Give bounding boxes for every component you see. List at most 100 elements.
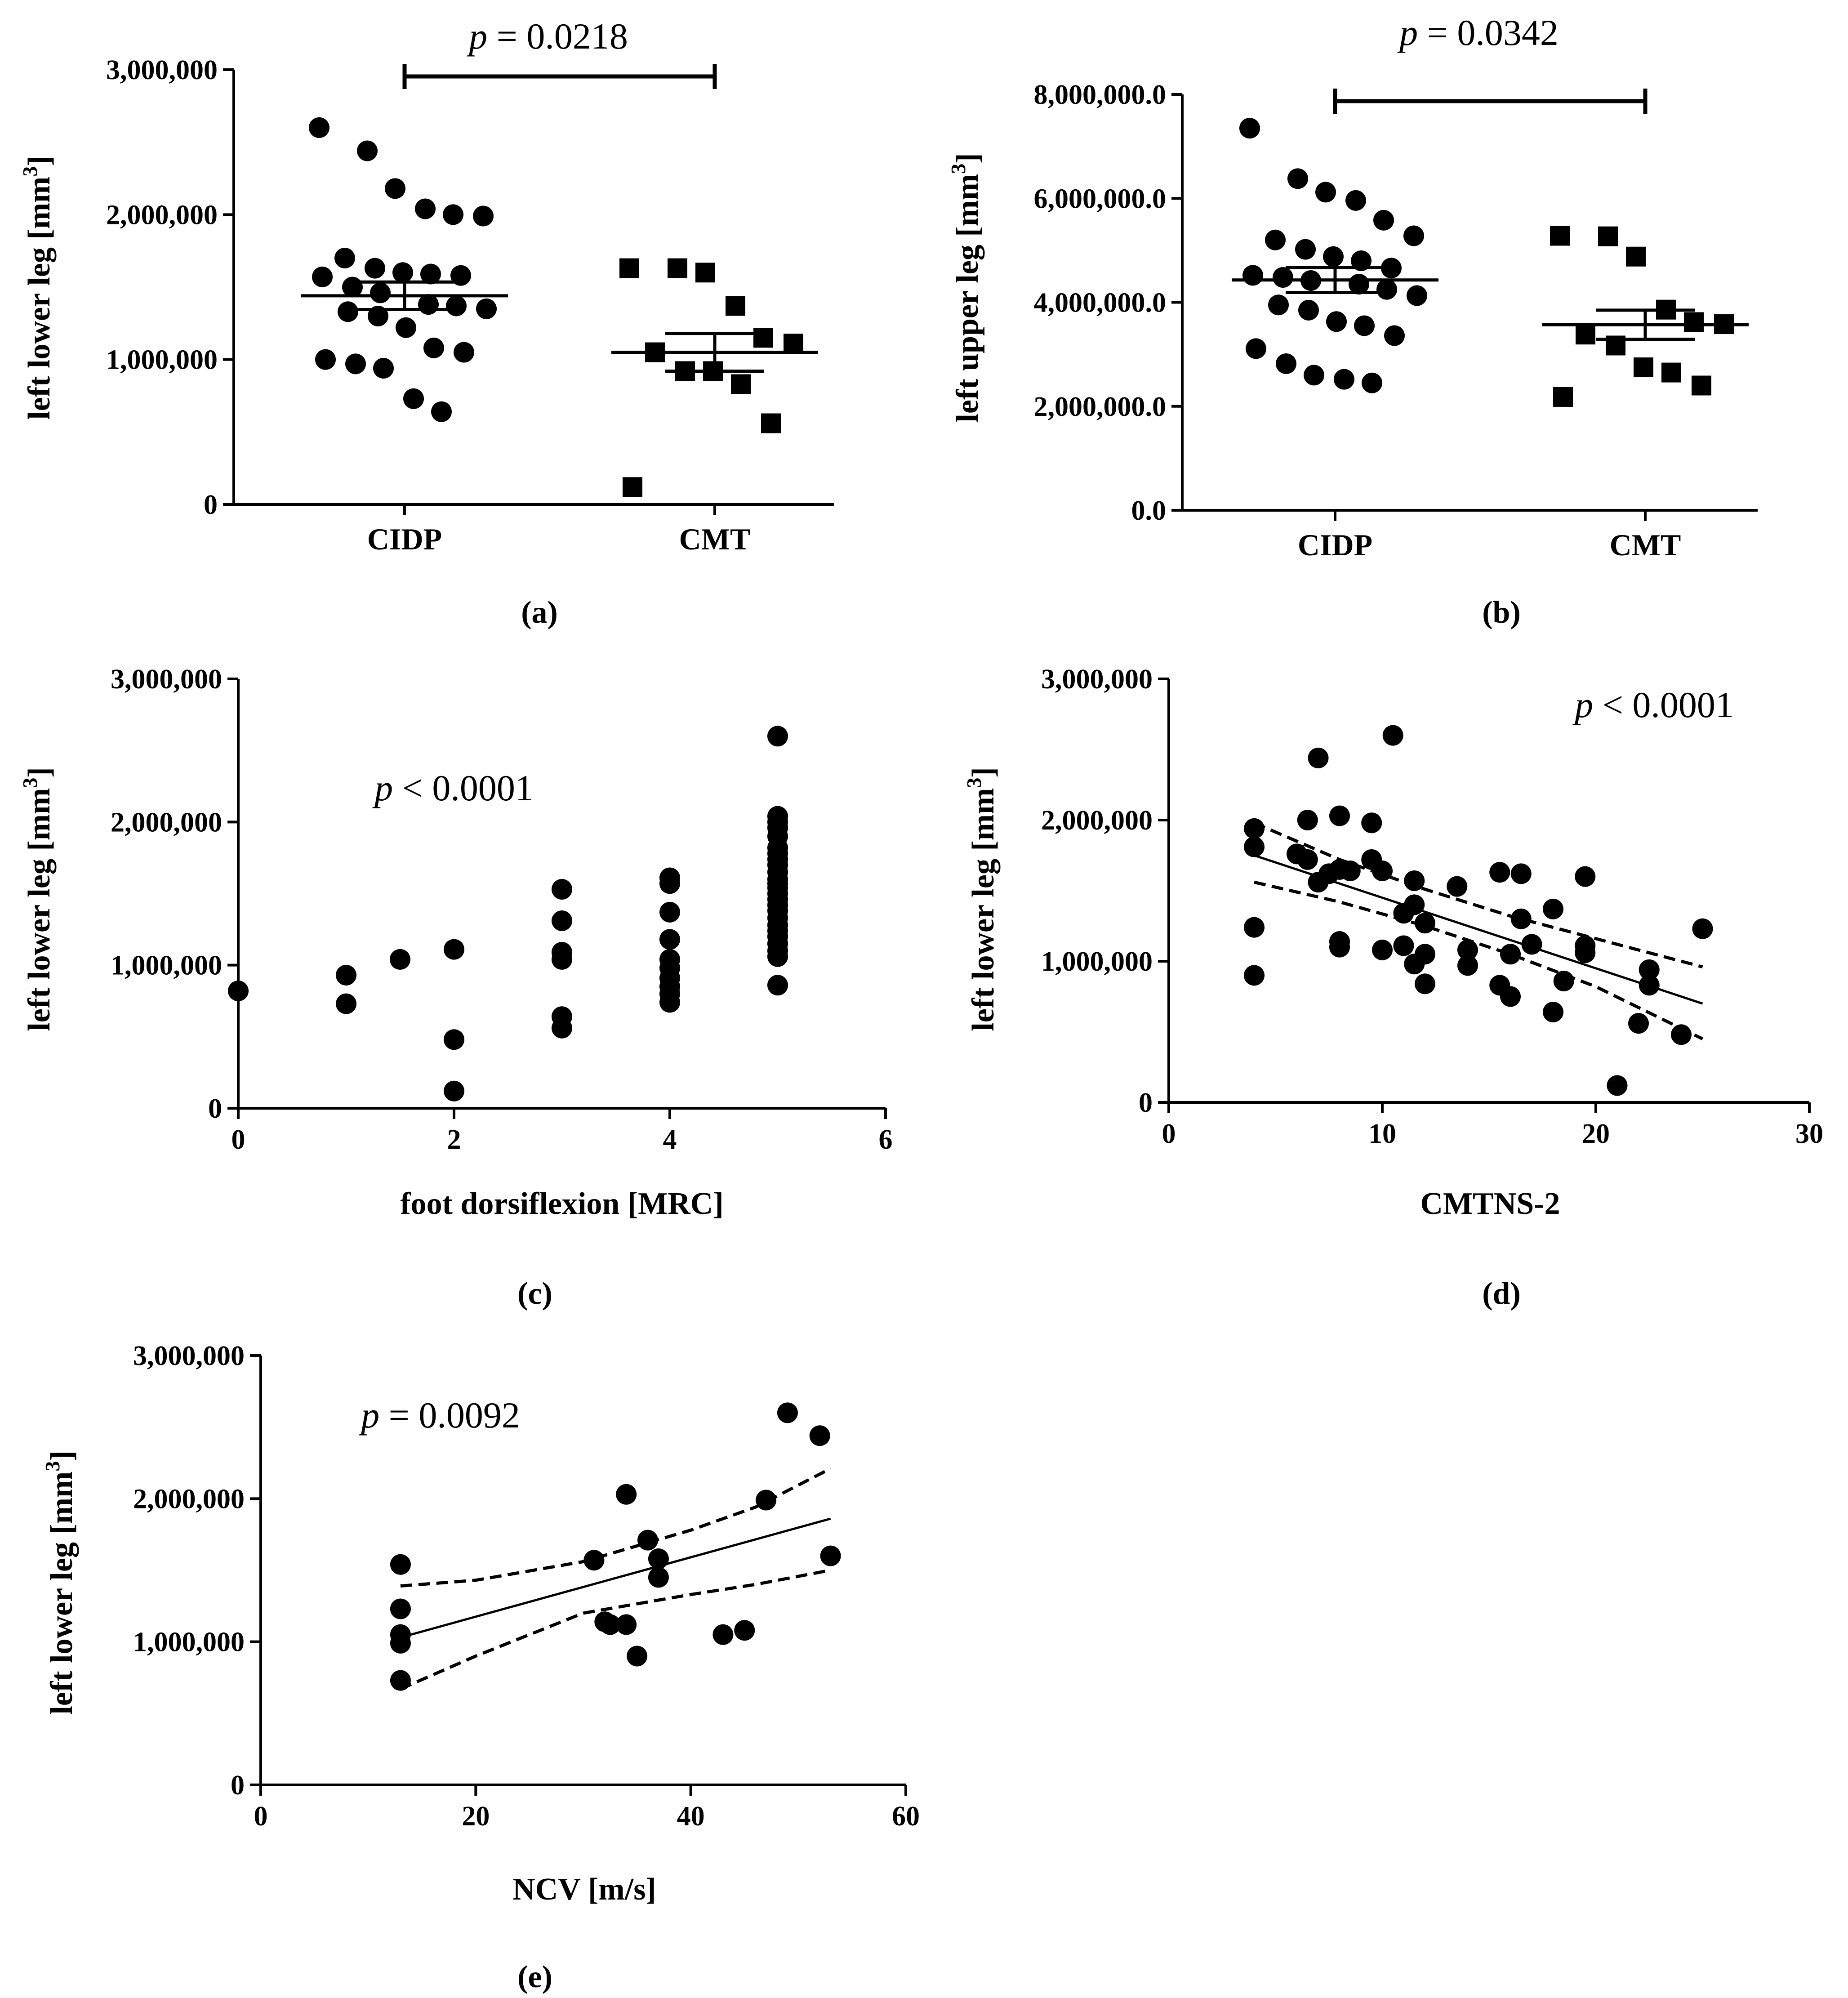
panel-d-point [1244, 917, 1265, 938]
panel-e-point [600, 1614, 621, 1635]
panel-a-y-tick-label: 2,000,000 [106, 200, 218, 230]
panel-e-x-tick-label: 40 [677, 1801, 705, 1832]
panel-a-point-CIDP [385, 178, 405, 199]
panel-a-point-CMT [619, 258, 639, 278]
panel-b-y-tick-label: 0.0 [1131, 495, 1167, 526]
panel-d-point [1447, 876, 1468, 897]
panel-d-point [1607, 1075, 1628, 1096]
panel-a-y-tick-label: 3,000,000 [106, 55, 218, 85]
panel-a-point-CMT [668, 258, 687, 278]
panel-d-point [1639, 959, 1660, 980]
panel-d-point [1510, 863, 1532, 884]
panel-b-ylabel: left upper leg [mm3] [947, 153, 985, 422]
panel-d-plot: 0 1,000,000 2,000,000 3,000,000 0 10 20 30 [1041, 664, 1823, 1149]
panel-c-point [552, 949, 572, 970]
panel-a: left lower leg [mm3] p = 0.0218 (a) [18, 16, 628, 630]
panel-a-pvalue: p = 0.0218 [467, 16, 628, 57]
panel-a-point-CIDP [454, 342, 474, 363]
panel-e-ylabel: left lower leg [mm3] [41, 1450, 79, 1714]
chart-marks: 0 1,000,000 2,000,000 3,000,000 CIDP CMT 0.0 2,… [106, 55, 1823, 1832]
panel-a-point-CMT [731, 374, 751, 394]
panel-d-x-tick-label: 30 [1795, 1119, 1823, 1149]
panel-d-point [1415, 913, 1435, 934]
panel-b-point-CIDP [1345, 190, 1366, 211]
panel-d-point [1575, 942, 1596, 963]
panel-c-point [659, 992, 680, 1013]
panel-b-point-CIDP [1246, 338, 1266, 359]
panel-d-y-tick-label: 3,000,000 [1041, 664, 1153, 695]
panel-c-y-tick-label: 3,000,000 [111, 664, 222, 695]
panel-d-point [1500, 944, 1521, 965]
panel-c-pvalue: p < 0.0001 [372, 767, 534, 808]
panel-d-y-tick-label: 1,000,000 [1041, 946, 1153, 977]
panel-d-point [1340, 861, 1361, 882]
panel-a-point-CIDP [423, 337, 444, 358]
panel-b-label: (b) [1482, 595, 1521, 630]
panel-b-point-CIDP [1362, 372, 1382, 393]
panel-d-ylabel: left lower leg [mm3] [962, 767, 1001, 1031]
panel-c-point [767, 975, 788, 996]
panel-e-point [648, 1548, 669, 1570]
panel-c-ylabel: left lower leg [mm3] [18, 767, 57, 1031]
panel-e-point [712, 1624, 734, 1645]
panel-d-point [1244, 836, 1265, 857]
panel-b-point-CIDP [1323, 246, 1344, 267]
panel-e-point [390, 1598, 411, 1619]
panel-e-point [637, 1530, 658, 1551]
panel-a-point-CIDP [473, 205, 494, 227]
panel-e-point [734, 1620, 755, 1641]
panel-d-label: (d) [1482, 1276, 1521, 1311]
panel-c-xlabel: foot dorsiflexion [MRC] [400, 1186, 723, 1221]
panel-b-point-CIDP [1407, 285, 1427, 306]
panel-d-point [1297, 849, 1318, 870]
panel-c: left lower leg [mm3] foot dorsiflexion [… [18, 767, 724, 1311]
panel-d-point [1521, 934, 1542, 955]
panel-c-point [767, 726, 788, 747]
panel-d-point [1308, 747, 1329, 768]
panel-b-point-CIDP [1265, 229, 1286, 250]
panel-c-point [552, 910, 572, 931]
panel-b-category-label: CIDP [1298, 528, 1372, 562]
panel-a-point-CMT [695, 263, 715, 283]
panel-b-point-CIDP [1376, 279, 1397, 300]
panel-e-x-tick-label: 0 [254, 1801, 268, 1832]
panel-d-point [1244, 965, 1265, 986]
panel-c-point [444, 939, 464, 960]
panel-d-point [1639, 975, 1660, 996]
panel-b-pvalue: p = 0.0342 [1397, 12, 1559, 53]
panel-c-point [659, 901, 680, 923]
panel-b-point-CIDP [1326, 311, 1347, 332]
panel-b-y-tick-label: 8,000,000.0 [1034, 80, 1167, 110]
panel-a-point-CIDP [443, 204, 463, 225]
panel-a-ylabel: left lower leg [mm3] [18, 156, 57, 419]
panel-c-point [659, 873, 680, 894]
panel-d-point [1671, 1024, 1692, 1045]
panel-a-point-CIDP [345, 353, 366, 375]
panel-b-point-CIDP [1298, 299, 1319, 321]
panel-b-point-CMT [1576, 325, 1595, 345]
panel-d-point [1628, 1013, 1649, 1034]
panel-b-point-CMT [1661, 362, 1681, 383]
panel-d-point [1510, 908, 1532, 929]
panel-e-point [583, 1550, 605, 1571]
panel-d-point [1415, 944, 1435, 965]
panel-b-category-label: CMT [1610, 528, 1681, 562]
panel-b-point-CIDP [1373, 210, 1394, 231]
panel-d-point [1382, 725, 1403, 746]
panel-a-point-CIDP [334, 248, 355, 269]
panel-e-point [627, 1646, 648, 1667]
panel-b-point-CMT [1684, 312, 1704, 332]
panel-c-point [767, 946, 788, 967]
panel-a-point-CIDP [396, 317, 416, 338]
panel-b-point-CIDP [1381, 258, 1402, 279]
panel-a-point-CMT [761, 413, 781, 433]
panel-c-point [444, 1080, 464, 1102]
panel-c-point [552, 1017, 572, 1039]
panel-b-point-CMT [1634, 357, 1653, 378]
panel-b-point-CIDP [1315, 182, 1336, 203]
panel-c-point [444, 1029, 464, 1050]
panel-b-point-CMT [1626, 246, 1646, 267]
panel-b-point-CMT [1550, 226, 1570, 246]
panel-d-x-tick-label: 0 [1162, 1119, 1176, 1149]
